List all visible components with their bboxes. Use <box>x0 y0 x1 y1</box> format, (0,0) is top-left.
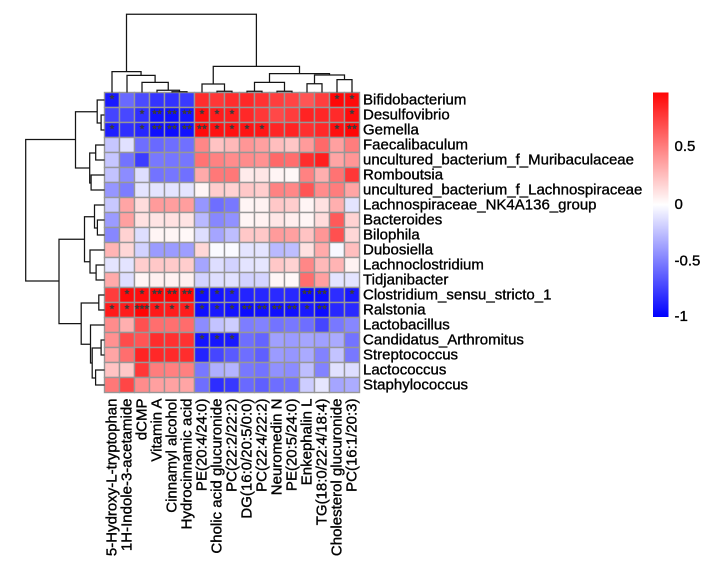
svg-text:-1: -1 <box>675 308 688 325</box>
svg-text:Gemella: Gemella <box>363 122 420 139</box>
svg-text:Romboutsia: Romboutsia <box>363 167 444 184</box>
svg-text:Cinnamyl alcohol: Cinnamyl alcohol <box>164 399 181 513</box>
svg-text:Bilophila: Bilophila <box>363 227 420 244</box>
svg-text:Lactobacillus: Lactobacillus <box>363 317 450 334</box>
svg-text:0.5: 0.5 <box>675 138 696 155</box>
svg-text:-0.5: -0.5 <box>675 253 701 270</box>
svg-text:5-Hydroxy-L-tryptophan: 5-Hydroxy-L-tryptophan <box>104 399 121 557</box>
svg-text:1H-Indole-3-acetamide: 1H-Indole-3-acetamide <box>119 399 136 552</box>
svg-text:uncultured_bacterium_f_Lachnos: uncultured_bacterium_f_Lachnospiraceae <box>363 182 642 199</box>
svg-text:PC(22:2/22:2): PC(22:2/22:2) <box>224 399 241 492</box>
svg-text:Vitamin A: Vitamin A <box>149 399 166 462</box>
svg-text:uncultured_bacterium_f_Muribac: uncultured_bacterium_f_Muribaculaceae <box>363 152 634 169</box>
svg-text:Lachnoclostridium: Lachnoclostridium <box>363 257 484 274</box>
svg-text:PE(20:5/24:0): PE(20:5/24:0) <box>284 399 301 492</box>
svg-text:Enkephalin L: Enkephalin L <box>299 399 316 486</box>
svg-text:Neuromedin N: Neuromedin N <box>269 399 286 496</box>
svg-text:0: 0 <box>675 196 683 213</box>
svg-text:Clostridium_sensu_stricto_1: Clostridium_sensu_stricto_1 <box>363 287 551 304</box>
svg-text:Dubosiella: Dubosiella <box>363 242 434 259</box>
svg-text:Cholic acid glucuronide: Cholic acid glucuronide <box>209 399 226 554</box>
svg-text:PC(22:4/22:2): PC(22:4/22:2) <box>254 399 271 492</box>
svg-text:Streptococcus: Streptococcus <box>363 347 458 364</box>
svg-text:DG(16:0/20:5/0:0): DG(16:0/20:5/0:0) <box>239 399 256 519</box>
svg-text:PE(20:4/24:0): PE(20:4/24:0) <box>194 399 211 492</box>
svg-text:PC(16:1/20:3): PC(16:1/20:3) <box>344 399 361 492</box>
svg-text:Faecalibaculum: Faecalibaculum <box>363 137 468 154</box>
svg-text:Ralstonia: Ralstonia <box>363 302 426 319</box>
svg-text:Staphylococcus: Staphylococcus <box>363 377 468 394</box>
svg-text:dCMP: dCMP <box>134 399 151 441</box>
svg-text:Lachnospiraceae_NK4A136_group: Lachnospiraceae_NK4A136_group <box>363 197 597 214</box>
svg-text:Cholesterol glucuronide: Cholesterol glucuronide <box>329 399 346 557</box>
svg-text:Bacteroides: Bacteroides <box>363 212 442 229</box>
svg-text:Candidatus_Arthromitus: Candidatus_Arthromitus <box>363 332 524 349</box>
svg-text:Lactococcus: Lactococcus <box>363 362 446 379</box>
svg-text:Hydrocinnamic acid: Hydrocinnamic acid <box>179 399 196 530</box>
svg-text:Desulfovibrio: Desulfovibrio <box>363 107 450 124</box>
svg-text:TG(18:0/22:4/18:4): TG(18:0/22:4/18:4) <box>314 399 331 526</box>
svg-text:Tidjanibacter: Tidjanibacter <box>363 272 448 289</box>
svg-text:Bifidobacterium: Bifidobacterium <box>363 92 466 109</box>
